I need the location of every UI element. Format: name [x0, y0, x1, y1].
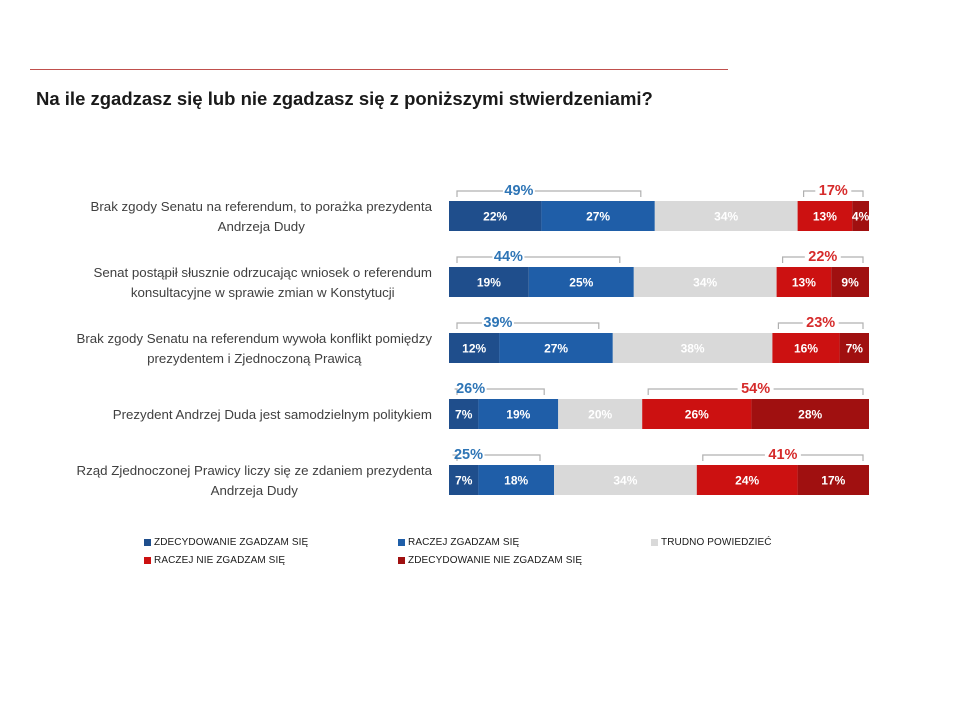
- data-label: 9%: [841, 276, 859, 290]
- agree-total-label: 25%: [454, 447, 483, 463]
- agree-bracket: [456, 256, 621, 263]
- bar-segment-strongly-disagree: [751, 399, 869, 429]
- bar-segment-hard-to-say: [633, 267, 777, 297]
- disagree-bracket: [702, 454, 864, 461]
- data-label: 38%: [681, 342, 705, 356]
- bar-segment-hard-to-say: [558, 399, 643, 429]
- data-label: 7%: [455, 408, 473, 422]
- data-label: 17%: [821, 474, 845, 488]
- disagree-bracket: [647, 388, 864, 395]
- agree-total-label: 44%: [494, 249, 523, 265]
- bar-segment-strongly-agree: [449, 267, 529, 297]
- bar-segment-rather-agree: [499, 333, 613, 363]
- data-label: 19%: [506, 408, 530, 422]
- category-label: konsultacyjne w sprawie zmian w Konstytu…: [131, 285, 395, 300]
- category-label: Rząd Zjednoczonej Prawicy liczy się ze z…: [77, 463, 433, 478]
- bar-segment-strongly-agree: [449, 333, 500, 363]
- data-label: 13%: [813, 210, 837, 224]
- data-label: 24%: [735, 474, 759, 488]
- bar-segment-rather-agree: [478, 465, 554, 495]
- bar-segment-strongly-agree: [449, 465, 479, 495]
- data-label: 19%: [477, 276, 501, 290]
- agree-total-label: 39%: [483, 315, 512, 331]
- disagree-total-label: 54%: [741, 381, 770, 397]
- category-label: Andrzeja Dudy: [218, 219, 306, 234]
- bar-segment-hard-to-say: [554, 465, 697, 495]
- data-label: 27%: [544, 342, 568, 356]
- data-label: 27%: [586, 210, 610, 224]
- data-label: 34%: [693, 276, 717, 290]
- bar-segment-rather-disagree: [776, 267, 832, 297]
- bar-segment-strongly-disagree: [831, 267, 869, 297]
- data-label: 7%: [455, 474, 473, 488]
- data-label: 34%: [613, 474, 637, 488]
- data-label: 25%: [569, 276, 593, 290]
- data-label: 26%: [685, 408, 709, 422]
- bar-segment-strongly-disagree: [797, 465, 869, 495]
- bar-segment-rather-disagree: [642, 399, 752, 429]
- bar-segment-strongly-agree: [449, 201, 542, 231]
- bar-segment-rather-agree: [528, 267, 634, 297]
- agree-total-label: 49%: [504, 183, 533, 199]
- data-label: 7%: [846, 342, 864, 356]
- disagree-total-label: 17%: [819, 183, 848, 199]
- bar-segment-hard-to-say: [612, 333, 773, 363]
- data-label: 18%: [504, 474, 528, 488]
- bar-segment-rather-agree: [541, 201, 655, 231]
- data-label: 28%: [798, 408, 822, 422]
- category-label: prezydentem i Zjednoczoną Prawicą: [147, 351, 362, 366]
- data-label: 12%: [462, 342, 486, 356]
- agree-bracket: [454, 388, 545, 395]
- category-label: Senat postąpił słusznie odrzucając wnios…: [93, 265, 432, 280]
- category-label: Andrzeja Dudy: [211, 483, 299, 498]
- bar-segment-rather-agree: [478, 399, 559, 429]
- agree-total-label: 26%: [456, 381, 485, 397]
- bar-segment-strongly-agree: [449, 399, 479, 429]
- bar-segment-rather-disagree: [797, 201, 853, 231]
- data-label: 22%: [483, 210, 507, 224]
- disagree-bracket: [803, 190, 864, 197]
- bar-segment-rather-disagree: [772, 333, 840, 363]
- data-label: 16%: [794, 342, 818, 356]
- bar-segment-strongly-disagree: [839, 333, 869, 363]
- top-divider-line: [30, 69, 728, 70]
- disagree-bracket: [782, 256, 864, 263]
- disagree-total-label: 22%: [808, 249, 837, 265]
- data-label: 20%: [588, 408, 612, 422]
- category-label: Brak zgody Senatu na referendum wywoła k…: [76, 331, 432, 346]
- disagree-bracket: [777, 322, 864, 329]
- bar-segment-hard-to-say: [654, 201, 798, 231]
- category-label: Brak zgody Senatu na referendum, to pora…: [91, 199, 433, 214]
- data-label: 34%: [714, 210, 738, 224]
- category-label: Prezydent Andrzej Duda jest samodzielnym…: [113, 407, 432, 422]
- data-label: 13%: [792, 276, 816, 290]
- data-label: 4%: [852, 210, 870, 224]
- bar-segment-strongly-disagree: [852, 201, 869, 231]
- disagree-total-label: 23%: [806, 315, 835, 331]
- disagree-total-label: 41%: [768, 447, 797, 463]
- bar-segment-rather-disagree: [696, 465, 798, 495]
- agree-bracket: [452, 454, 541, 461]
- agree-bracket: [456, 190, 642, 197]
- chart-title: Na ile zgadzasz się lub nie zgadzasz się…: [36, 88, 653, 109]
- agree-bracket: [456, 322, 600, 329]
